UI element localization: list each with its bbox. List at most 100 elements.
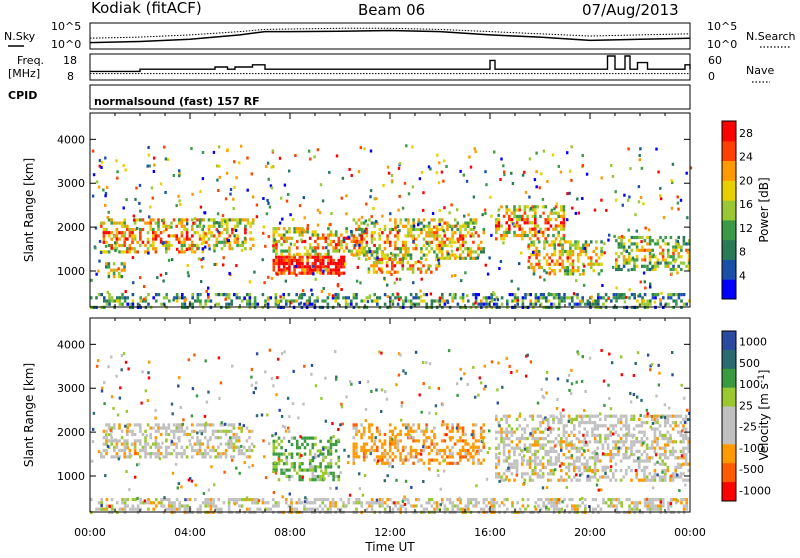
- echo-cell: [108, 250, 111, 253]
- echo-cell: [108, 303, 111, 306]
- echo-cell: [602, 443, 605, 446]
- echo-cell: [105, 436, 108, 439]
- echo-cell: [165, 293, 168, 296]
- echo-cell: [467, 225, 470, 228]
- echo-cell: [625, 440, 628, 443]
- echo-cell: [176, 293, 179, 296]
- echo-cell: [376, 455, 379, 458]
- echo-cell: [415, 430, 418, 433]
- echo-cell: [375, 264, 378, 267]
- echo-cell: [516, 459, 519, 462]
- echo-cell: [441, 241, 444, 244]
- echo-cell: [199, 234, 202, 237]
- echo-cell: [563, 205, 566, 208]
- echo-cell: [589, 440, 592, 443]
- echo-cell: [200, 206, 202, 209]
- echo-cell: [552, 212, 555, 215]
- echo-cell: [220, 436, 223, 439]
- echo-cell: [263, 455, 265, 458]
- echo-cell: [204, 299, 207, 302]
- echo-cell: [246, 439, 249, 442]
- echo-cell: [332, 501, 335, 504]
- echo-cell: [379, 296, 382, 299]
- echo-cell: [600, 247, 603, 250]
- echo-cell: [269, 296, 272, 299]
- echo-cell: [234, 225, 237, 228]
- echo-cell: [125, 168, 127, 171]
- echo-cell: [142, 433, 145, 436]
- echo-cell: [139, 244, 142, 247]
- echo-cell: [322, 199, 324, 202]
- echo-cell: [584, 247, 586, 250]
- echo-cell: [389, 241, 392, 244]
- echo-cell: [280, 250, 283, 253]
- echo-cell: [425, 439, 428, 442]
- echo-cell: [535, 152, 537, 155]
- echo-cell: [153, 170, 155, 173]
- echo-cell: [225, 433, 228, 436]
- echo-cell: [607, 434, 610, 437]
- echo-cell: [420, 228, 423, 231]
- echo-cell: [299, 204, 301, 207]
- echo-cell: [636, 230, 638, 233]
- echo-cell: [359, 487, 361, 490]
- echo-cell: [551, 244, 554, 247]
- echo-cell: [349, 380, 351, 383]
- echo-cell: [633, 296, 636, 299]
- echo-cell: [612, 175, 614, 178]
- echo-cell: [680, 255, 683, 258]
- echo-cell: [550, 469, 553, 472]
- echo-cell: [582, 244, 585, 247]
- echo-cell: [467, 247, 470, 250]
- echo-cell: [288, 440, 290, 443]
- echo-cell: [410, 293, 413, 296]
- echo-cell: [529, 293, 532, 296]
- echo-cell: [332, 234, 335, 237]
- echo-cell: [451, 430, 454, 433]
- echo-cell: [669, 415, 672, 418]
- echo-cell: [299, 227, 302, 230]
- echo-cell: [559, 263, 562, 266]
- echo-cell: [506, 299, 509, 302]
- echo-cell: [114, 249, 116, 252]
- echo-cell: [633, 293, 636, 296]
- echo-cell: [581, 440, 584, 443]
- echo-cell: [285, 498, 288, 501]
- echo-cell: [560, 208, 563, 211]
- echo-cell: [197, 293, 200, 296]
- echo-cell: [575, 279, 577, 282]
- echo-cell: [124, 498, 127, 501]
- echo-cell: [533, 240, 536, 243]
- echo-cell: [430, 271, 433, 274]
- echo-cell: [279, 157, 281, 160]
- echo-cell: [389, 443, 392, 446]
- echo-cell: [273, 265, 276, 268]
- echo-cell: [249, 222, 252, 225]
- echo-cell: [246, 449, 249, 452]
- echo-cell: [288, 250, 291, 253]
- echo-cell: [521, 434, 524, 437]
- echo-cell: [615, 463, 618, 466]
- echo-cell: [334, 504, 337, 507]
- y-tick-label: 1000: [57, 265, 85, 278]
- echo-cell: [267, 508, 270, 511]
- echo-cell: [397, 439, 400, 442]
- echo-cell: [607, 437, 610, 440]
- echo-cell: [131, 430, 134, 433]
- echo-cell: [186, 508, 189, 511]
- echo-cell: [648, 479, 651, 482]
- echo-cell: [214, 455, 217, 458]
- echo-cell: [379, 455, 382, 458]
- echo-cell: [363, 449, 366, 452]
- echo-cell: [208, 225, 211, 228]
- echo-cell: [233, 160, 235, 163]
- echo-cell: [159, 457, 161, 460]
- echo-cell: [643, 466, 646, 469]
- echo-cell: [446, 228, 449, 231]
- echo-cell: [395, 435, 397, 438]
- echo-cell: [230, 423, 233, 426]
- echo-cell: [142, 218, 145, 221]
- echo-cell: [633, 265, 636, 268]
- echo-cell: [330, 212, 332, 215]
- echo-cell: [513, 450, 516, 453]
